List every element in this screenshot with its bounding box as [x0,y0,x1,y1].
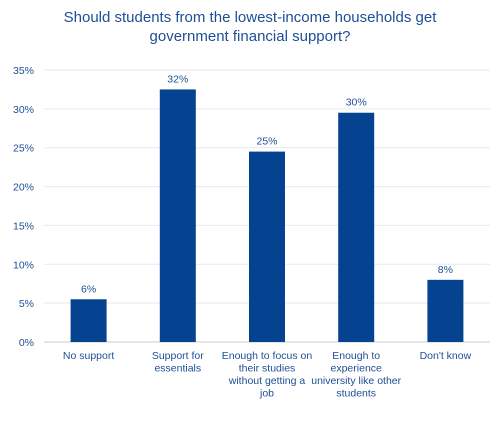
x-tick-label-line: their studies [239,363,296,375]
x-tick-label-line: No support [63,350,114,362]
x-tick-label-line: Don't know [420,350,472,362]
bar [427,279,464,342]
data-label: 6% [81,283,96,295]
x-tick-label: Support for essentials [152,350,204,375]
chart-title-line-2: government financial support? [150,28,351,45]
data-label: 8% [438,264,453,276]
bar [249,151,285,342]
data-label: 25% [256,136,277,148]
x-tick-label: Don't know [420,350,472,362]
bar [159,89,196,342]
bar [70,299,107,342]
data-labels: 6% 32% 25% 30% 8% [81,73,453,295]
x-axis: No support Support for essentials Enough to… [63,350,472,400]
y-tick-label: 25% [13,143,34,155]
x-tick-label-line: Enough to [332,350,380,362]
data-label: 30% [346,97,367,109]
y-tick-label: 5% [19,298,34,310]
x-tick-label-line: Enough to focus on [222,350,313,362]
bars [70,89,464,342]
x-tick-label-line: essentials [154,363,201,375]
x-tick-label-line: university like other [311,375,401,387]
y-tick-label: 30% [13,104,34,116]
x-tick-label-line: without getting a [228,375,306,387]
y-tick-label: 0% [19,337,34,349]
y-axis: 0% 5% 10% 15% 20% 25% 30% 35% [13,65,34,349]
y-tick-label: 35% [13,65,34,77]
x-tick-label: No support [63,350,114,362]
data-label: 32% [167,73,188,85]
x-tick-label-line: experience [331,363,383,375]
x-tick-label: Enough to experience university like other… [311,350,401,400]
y-tick-label: 15% [13,220,34,232]
chart-title: Should students from the lowest-income h… [64,9,438,45]
chart-title-line-1: Should students from the lowest-income h… [64,9,438,26]
bar [338,112,375,342]
y-tick-label: 20% [13,182,34,194]
x-tick-label-line: students [336,388,376,400]
y-tick-label: 10% [13,259,34,271]
x-tick-label: Enough to focus on their studies without g… [222,350,313,400]
x-tick-label-line: job [259,388,274,400]
x-tick-label-line: Support for [152,350,204,362]
